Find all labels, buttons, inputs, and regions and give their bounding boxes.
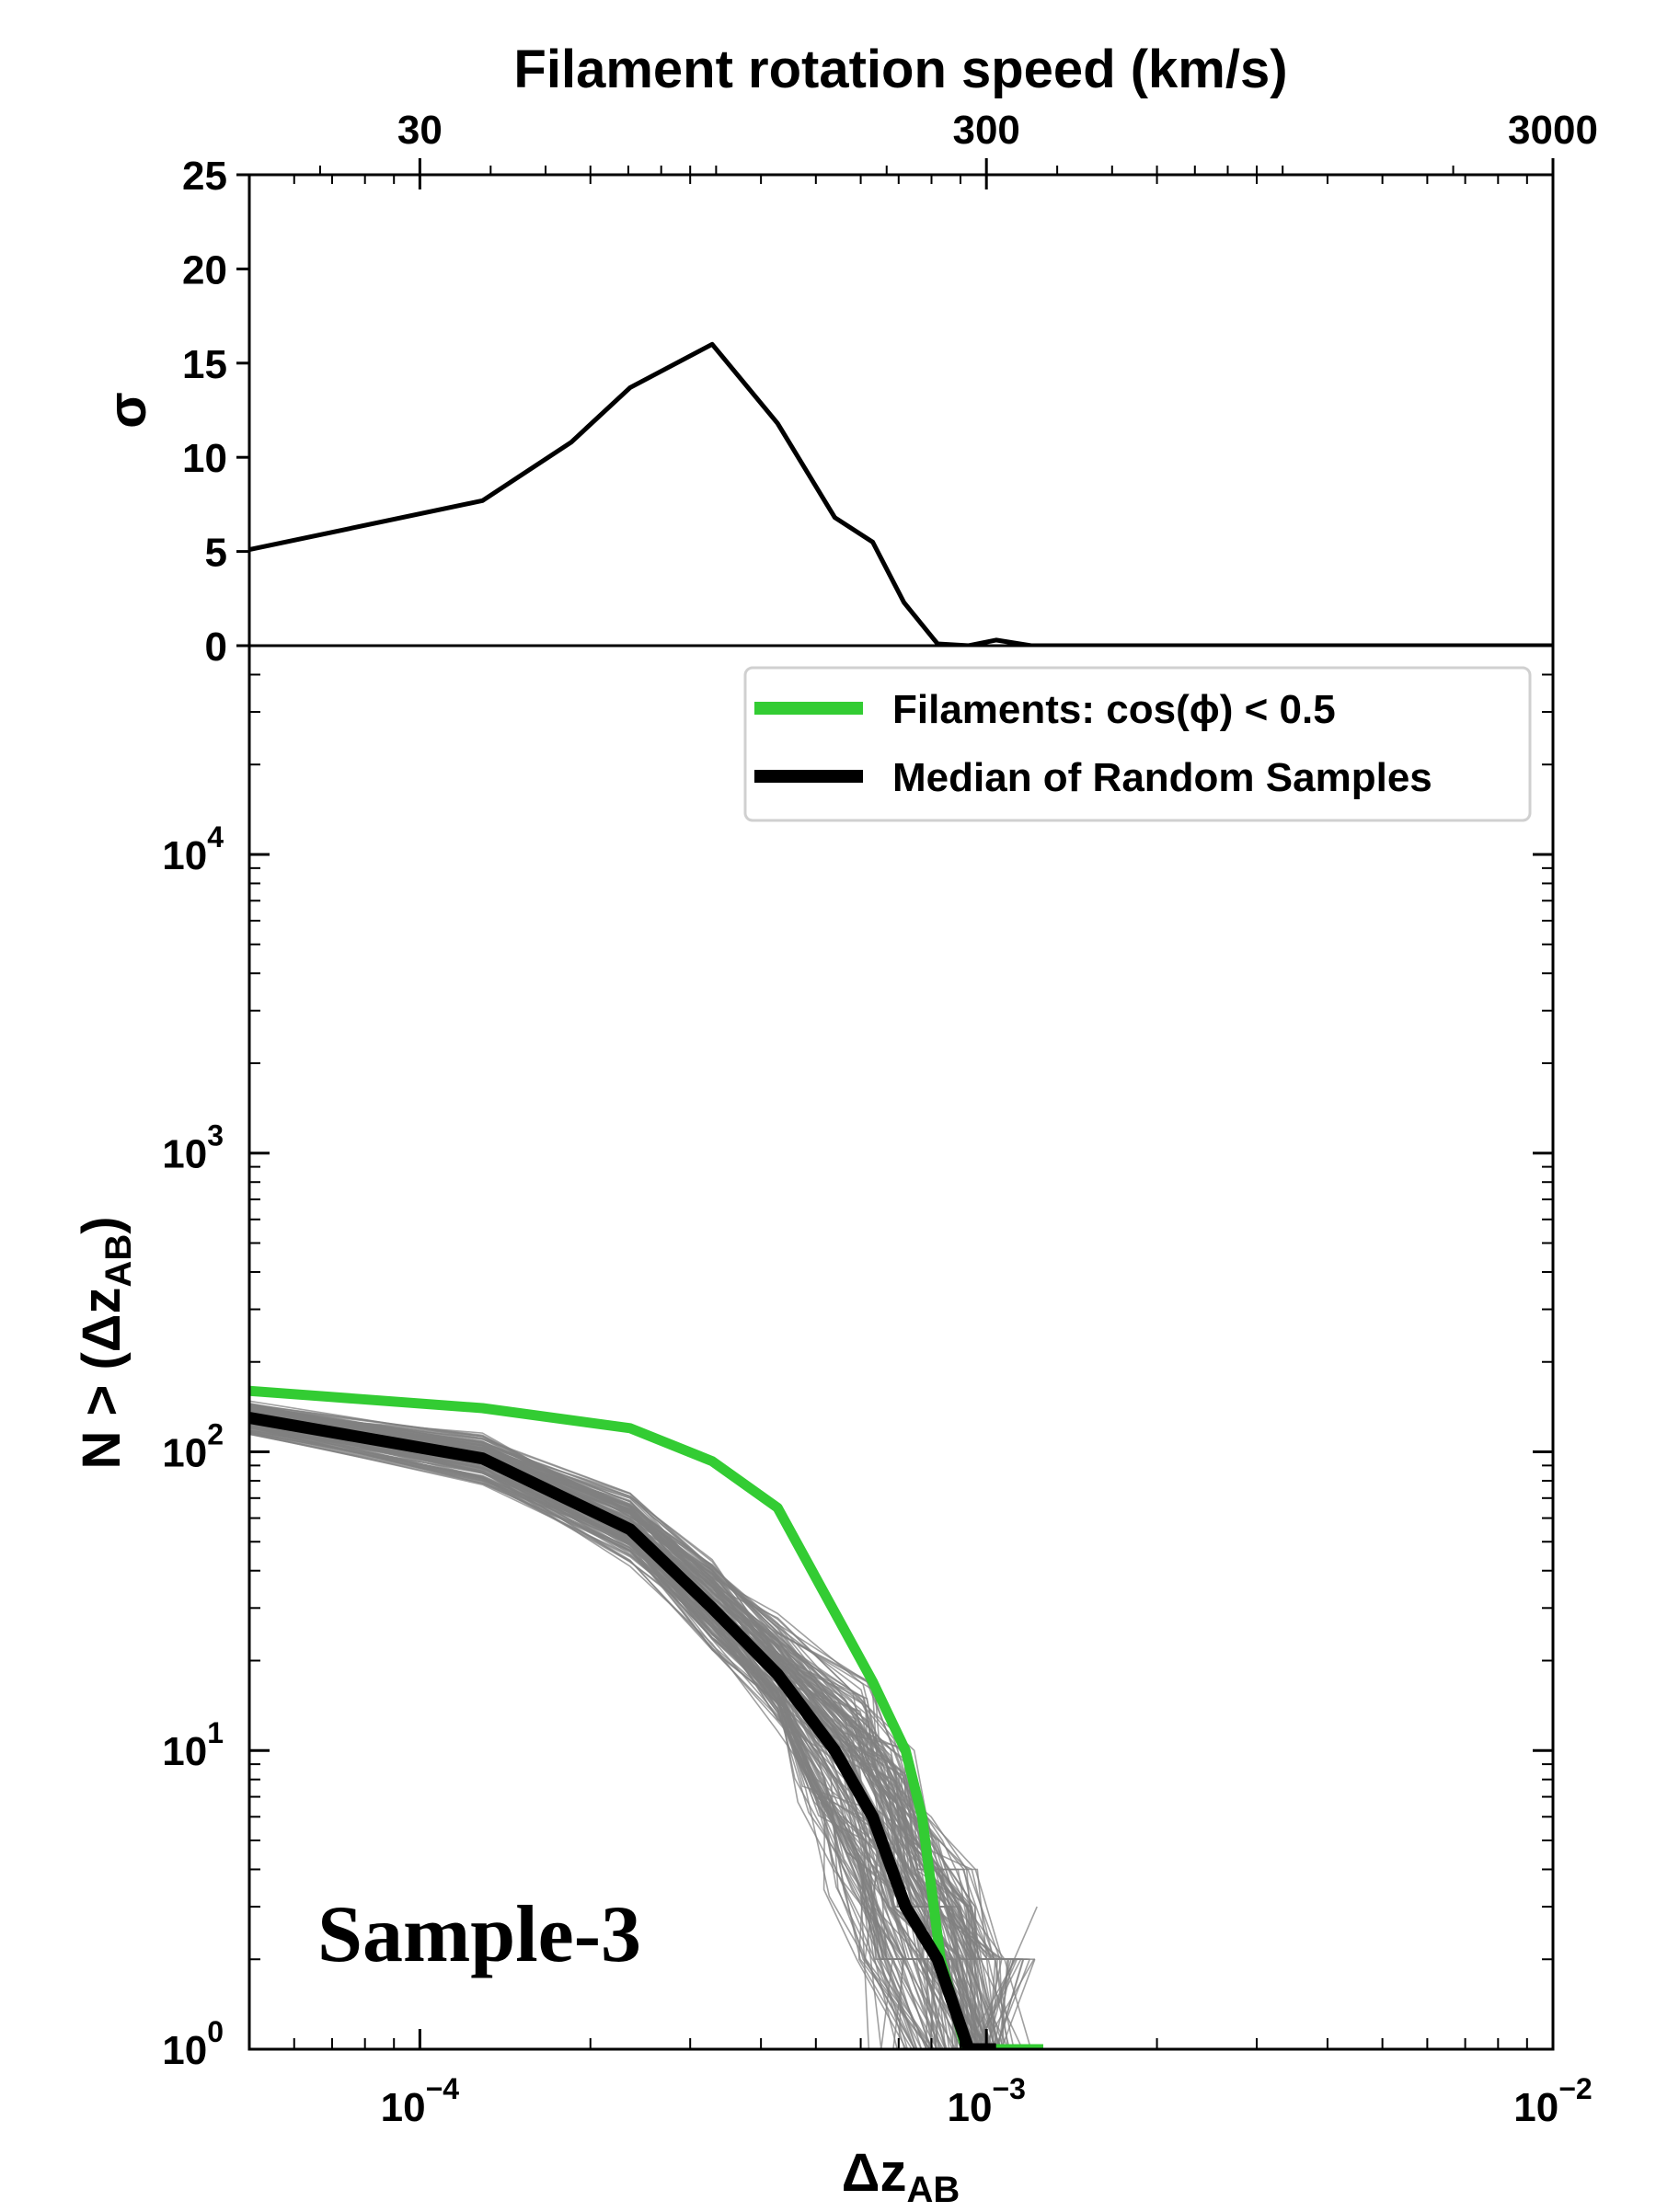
filaments-line <box>249 1385 1043 2049</box>
bottom-y-axis-label-sub: AB <box>98 1234 139 1288</box>
y-tick-label-exponent: 4 <box>207 820 224 854</box>
random-sample-line <box>249 1403 1028 1960</box>
y-tick-label: 103 <box>162 1119 224 1177</box>
random-sample-line <box>249 1407 993 2049</box>
random-sample-line <box>249 1422 980 2049</box>
top-y-tick-label: 5 <box>205 531 227 576</box>
y-tick-label: 101 <box>162 1716 224 1774</box>
x-tick-label-base: 10 <box>1513 2085 1558 2130</box>
sigma-line <box>249 341 1553 646</box>
random-sample-line <box>249 1405 1036 2049</box>
x-tick-label-base: 10 <box>381 2085 426 2130</box>
bottom-x-axis-label: ΔzAB <box>842 2143 960 2207</box>
bottom-x-axis-label-main: Δz <box>842 2143 907 2203</box>
top-y-tick-label: 10 <box>182 436 227 481</box>
random-sample-line <box>249 1412 1006 1960</box>
speed-axis-tick-label: 30 <box>397 108 443 153</box>
speed-axis-tick-label: 3000 <box>1508 108 1598 153</box>
random-sample-line <box>249 1430 984 2049</box>
y-tick-label-base: 10 <box>162 833 207 878</box>
speed-axis-tick-label: 300 <box>952 108 1019 153</box>
y-tick-label-base: 10 <box>162 1729 207 1774</box>
random-sample-line <box>249 1433 957 2049</box>
y-tick-label-base: 10 <box>162 1430 207 1475</box>
top-y-tick-label: 0 <box>205 625 227 670</box>
sample-annotation: Sample-3 <box>317 1890 641 1979</box>
y-tick-label: 102 <box>162 1417 224 1475</box>
x-tick-label: 10−4 <box>381 2072 460 2130</box>
bottom-series-group <box>249 1385 1043 2049</box>
y-tick-label-exponent: 0 <box>207 2015 224 2048</box>
y-tick-label: 100 <box>162 2015 224 2073</box>
median-line <box>249 1412 996 2049</box>
x-tick-label: 10−3 <box>947 2072 1025 2130</box>
y-tick-label-exponent: 2 <box>207 1417 224 1450</box>
y-tick-label: 104 <box>162 820 224 878</box>
x-tick-label: 10−2 <box>1513 2072 1592 2130</box>
y-tick-label-exponent: 3 <box>207 1119 224 1152</box>
random-sample-line <box>249 1424 998 2049</box>
random-sample-line <box>249 1426 962 2049</box>
top-axis-title: Filament rotation speed (km/s) <box>513 40 1287 99</box>
random-sample-line <box>249 1433 965 2049</box>
bottom-x-axis-label-sub: AB <box>906 2170 960 2207</box>
y-tick-label-exponent: 1 <box>207 1716 224 1749</box>
bottom-y-axis-label: N > (ΔzAB) <box>72 1216 139 1469</box>
top-y-tick-label: 25 <box>182 154 227 199</box>
legend-label-median: Median of Random Samples <box>892 755 1432 800</box>
bottom-y-axis-label-main: N > (Δz <box>72 1288 132 1470</box>
legend-box <box>743 666 1532 822</box>
random-sample-line <box>249 1417 1005 2049</box>
x-tick-label-base: 10 <box>947 2085 992 2130</box>
random-sample-line <box>249 1404 1006 1960</box>
y-tick-label-base: 10 <box>162 2028 207 2073</box>
legend-label-filaments: Filaments: cos(ϕ) < 0.5 <box>892 687 1336 732</box>
x-tick-label-exponent: −3 <box>992 2072 1025 2105</box>
bottom-y-axis-label-close: ) <box>72 1216 132 1233</box>
top-y-tick-label: 20 <box>182 247 227 292</box>
random-sample-line <box>249 1430 992 2049</box>
y-tick-label-base: 10 <box>162 1132 207 1177</box>
legend: Filaments: cos(ϕ) < 0.5 Median of Random… <box>743 666 1532 822</box>
top-y-tick-label: 15 <box>182 342 227 387</box>
top-y-axis-label: σ <box>98 392 157 429</box>
x-tick-label-exponent: −4 <box>426 2072 460 2105</box>
x-tick-label-exponent: −2 <box>1558 2072 1592 2105</box>
bottom-panel-frame <box>247 644 1555 2051</box>
top-series-group <box>249 341 1553 646</box>
random-sample-line <box>249 1403 1013 1960</box>
random-sample-line <box>249 1408 1030 2049</box>
